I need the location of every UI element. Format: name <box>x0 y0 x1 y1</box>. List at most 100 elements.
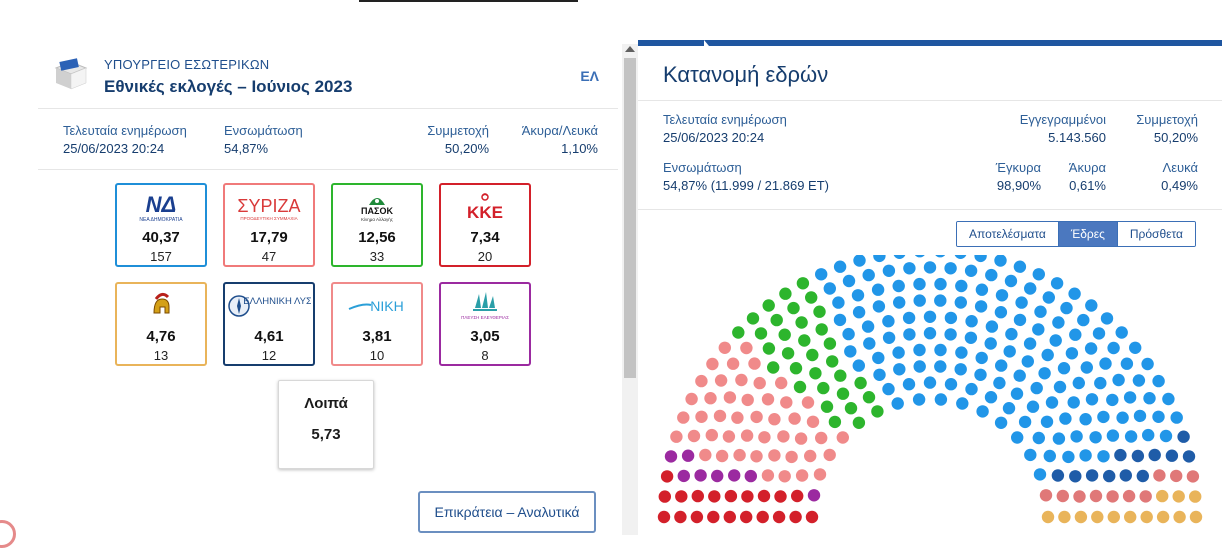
party-seats: 47 <box>261 249 277 264</box>
seat-dot <box>872 351 885 365</box>
party-card-kke[interactable]: ΚΚΕ 7,34 20 <box>439 183 531 267</box>
seat-dot <box>1120 357 1134 370</box>
kke-logo-icon: ΚΚΕ <box>441 189 529 225</box>
seat-dot <box>1013 260 1027 273</box>
tab-results[interactable]: Αποτελέσματα <box>957 222 1058 246</box>
seat-dot <box>1129 341 1142 354</box>
seat-dot <box>1091 510 1104 524</box>
seat-dot <box>805 510 819 524</box>
elliniki-lysi-logo-icon: ΕΛΛΗΝΙΚΗ ΛΥΣΗ <box>225 288 313 324</box>
party-percentage: 7,34 <box>470 229 500 246</box>
seat-dot <box>722 430 736 443</box>
seat-dot <box>833 260 847 273</box>
seat-dot <box>934 360 947 373</box>
seat-dot <box>1140 510 1153 524</box>
seat-dot <box>741 490 754 503</box>
tab-seats[interactable]: Έδρες <box>1057 222 1117 246</box>
scrollbar-thumb[interactable] <box>624 58 636 378</box>
niki-logo-icon: ΝΙΚΗ <box>333 288 421 324</box>
seat-allocation-panel: Κατανομή εδρών Τελευταία ενημέρωση 25/06… <box>638 40 1222 535</box>
seat-dot <box>777 430 790 443</box>
party-card-elliniki-lysi[interactable]: ΕΛΛΗΝΙΚΗ ΛΥΣΗ 4,61 12 <box>223 282 315 366</box>
party-percentage: 4,61 <box>254 328 284 345</box>
seat-dot <box>985 320 999 333</box>
seat-dot <box>791 489 804 503</box>
seat-dot <box>1141 357 1154 371</box>
seat-dot <box>1165 449 1179 462</box>
party-card-pasok[interactable]: ΠΑΣΟΚ Κίνημα Αλλαγής 12,56 33 <box>331 183 423 267</box>
seat-dot <box>893 296 906 309</box>
seat-dot <box>718 341 731 354</box>
seat-dot <box>852 306 866 319</box>
syriza-logo-icon: ΣΥΡΙΖΑ ΠΡΟΟΔΕΥΤΙΚΗ ΣΥΜΜΑΧΙΑ <box>225 189 313 225</box>
seat-dot <box>1119 469 1132 482</box>
seat-dot <box>1106 393 1119 407</box>
others-percentage: 5,73 <box>311 426 341 443</box>
corner-logo-icon <box>0 520 16 548</box>
seat-dot <box>1142 428 1155 442</box>
svg-text:Κίνημα Αλλαγής: Κίνημα Αλλαγής <box>361 216 394 222</box>
seat-dot <box>677 469 690 483</box>
party-card-nd[interactable]: ΝΔ ΝΕΑ ΔΗΜΟΚΡΑΤΙΑ 40,37 157 <box>115 183 207 267</box>
svg-text:ΕΛΛΗΝΙΚΗ ΛΥΣΗ: ΕΛΛΗΝΙΚΗ ΛΥΣΗ <box>243 296 311 307</box>
seat-dot <box>1107 510 1120 524</box>
seat-dot <box>1124 510 1137 524</box>
seat-dot <box>1015 296 1028 309</box>
party-card-syriza[interactable]: ΣΥΡΙΖΑ ΠΡΟΟΔΕΥΤΙΚΗ ΣΥΜΜΑΧΙΑ 17,79 47 <box>223 183 315 267</box>
seat-dot <box>1053 380 1067 394</box>
seat-dot <box>756 510 769 524</box>
seat-dot <box>975 283 989 296</box>
seat-dot <box>1041 348 1054 362</box>
party-card-niki[interactable]: ΝΙΚΗ 3,81 10 <box>331 282 423 366</box>
seat-dot <box>1060 301 1073 315</box>
seat-dot <box>862 391 876 404</box>
language-toggle[interactable]: ΕΛ <box>580 68 599 84</box>
seat-dot <box>854 376 867 390</box>
detailed-results-button[interactable]: Επικράτεια – Αναλυτικά <box>418 491 596 533</box>
seat-dot <box>1018 415 1032 429</box>
seat-dot <box>731 411 744 424</box>
seat-dot <box>1089 431 1102 444</box>
seat-dot <box>704 392 717 405</box>
svg-text:ΝΔ: ΝΔ <box>146 192 177 217</box>
party-seats: 12 <box>261 348 277 363</box>
seat-dot <box>882 264 896 277</box>
invalid-stat: Άκυρα 0,61% <box>1068 160 1106 193</box>
seat-dot <box>677 411 690 424</box>
seat-dot <box>1045 396 1059 409</box>
seat-dot <box>1038 367 1051 380</box>
seat-dot <box>851 289 865 302</box>
seat-dot <box>753 376 766 390</box>
seat-dot <box>923 261 937 274</box>
seat-dot <box>995 289 1009 302</box>
seat-dot <box>817 381 830 395</box>
seat-dot <box>954 255 967 259</box>
seat-dot <box>1152 374 1165 388</box>
seat-dot <box>1021 355 1034 368</box>
seat-dot <box>664 450 678 463</box>
seat-dot <box>853 255 866 267</box>
seat-dot <box>695 374 708 388</box>
seat-dot <box>1058 510 1071 524</box>
party-card-plefsi[interactable]: ΠΛΕΥΣΗ ΕΛΕΥΘΕΡΙΑΣ 3,05 8 <box>439 282 531 366</box>
party-card-spartiates[interactable]: 4,76 13 <box>115 282 207 366</box>
seat-dot <box>1042 291 1055 304</box>
party-percentage: 17,79 <box>250 229 288 246</box>
seat-dot <box>768 413 781 426</box>
party-percentage: 3,05 <box>470 328 500 345</box>
seat-dot <box>785 450 798 464</box>
seat-dot <box>798 334 811 347</box>
party-seats: 33 <box>369 249 385 264</box>
seat-dot <box>1177 430 1190 443</box>
tab-extra[interactable]: Πρόσθετα <box>1116 222 1195 246</box>
seat-dot <box>806 415 820 428</box>
seat-dot <box>1170 411 1183 424</box>
seat-dot <box>861 320 875 333</box>
seat-dot <box>754 327 768 340</box>
seat-dot <box>1124 430 1138 443</box>
others-card[interactable]: Λοιπά 5,73 <box>278 380 374 469</box>
scrollbar[interactable] <box>622 44 638 535</box>
seat-dot <box>913 294 926 307</box>
scroll-up-arrow-icon[interactable] <box>625 46 635 52</box>
seat-dot <box>732 326 745 339</box>
